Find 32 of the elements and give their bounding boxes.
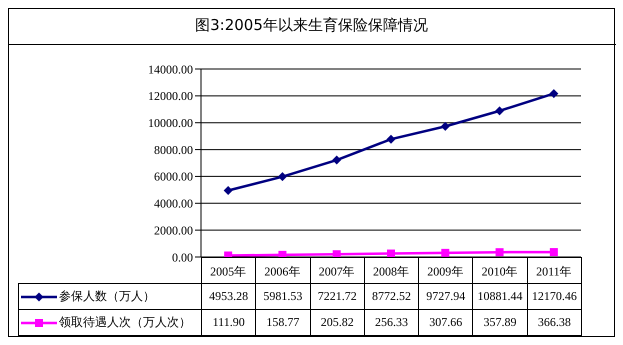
data-label: 8772.52 <box>364 284 419 310</box>
y-tick-label: 8000.00 <box>154 142 193 157</box>
x-tick-label: 2005年 <box>210 264 246 279</box>
data-label: 307.66 <box>418 310 473 336</box>
x-tick-label: 2011年 <box>536 264 572 279</box>
data-label: 7221.72 <box>310 284 364 310</box>
data-label: 9727.94 <box>418 284 473 310</box>
y-tick-label: 6000.00 <box>154 170 193 184</box>
chart-title: 图3:2005年以来生育保险保障情况 <box>194 16 429 35</box>
x-tick-label: 2010年 <box>482 264 518 279</box>
legend-label: 参保人数（万人） <box>18 284 202 310</box>
y-tick-label: 4000.00 <box>154 196 193 211</box>
y-tick-label: 10000.00 <box>148 116 193 130</box>
y-tick-label: 14000.00 <box>148 62 193 76</box>
data-label: 4953.28 <box>202 284 256 310</box>
y-tick-label: 2000.00 <box>154 223 193 238</box>
data-label: 256.33 <box>364 310 419 336</box>
y-tick-label: 12000.00 <box>148 89 193 104</box>
data-label: 158.77 <box>256 310 310 336</box>
data-label: 5981.53 <box>256 284 310 310</box>
data-label: 10881.44 <box>472 284 528 310</box>
y-tick-label: 0.00 <box>172 250 193 264</box>
x-tick-label: 2008年 <box>373 264 409 279</box>
x-tick-label: 2007年 <box>318 264 355 279</box>
data-label: 111.90 <box>202 310 256 336</box>
data-label: 205.82 <box>310 310 364 336</box>
x-tick-label: 2009年 <box>427 264 464 279</box>
data-label: 12170.46 <box>527 284 582 310</box>
data-label: 366.38 <box>527 310 582 336</box>
data-label: 357.89 <box>472 310 528 336</box>
x-tick-label: 2006年 <box>264 264 300 279</box>
legend-label: 领取待遇人次（万人次） <box>18 310 202 336</box>
